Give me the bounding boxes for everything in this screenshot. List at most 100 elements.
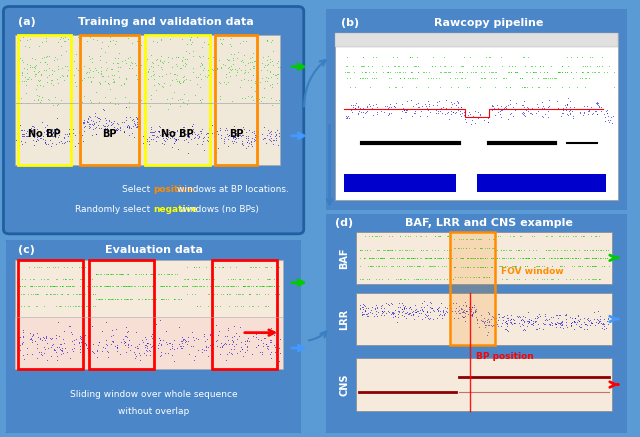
Point xyxy=(124,283,134,290)
Point xyxy=(576,276,586,283)
Point xyxy=(19,64,29,71)
Point xyxy=(13,52,24,59)
Point xyxy=(34,349,44,356)
Point xyxy=(435,63,445,70)
Point xyxy=(587,319,597,326)
Point xyxy=(187,283,197,290)
Point xyxy=(582,254,593,261)
Point xyxy=(76,335,86,342)
Point xyxy=(427,63,437,70)
Point xyxy=(84,66,95,73)
Point xyxy=(591,98,602,105)
Point xyxy=(46,283,56,290)
Point xyxy=(220,133,230,140)
Point xyxy=(206,346,216,353)
Point xyxy=(259,340,269,347)
Point xyxy=(357,301,367,308)
Point xyxy=(480,323,490,330)
Point xyxy=(182,41,193,48)
Point xyxy=(227,283,237,290)
Point xyxy=(141,136,152,143)
Point xyxy=(108,79,118,86)
Point xyxy=(348,103,358,110)
Point xyxy=(169,357,179,364)
Point xyxy=(271,302,281,309)
Point xyxy=(566,323,576,329)
Point xyxy=(129,133,139,140)
Point xyxy=(92,118,102,125)
Point xyxy=(228,135,238,142)
Point xyxy=(392,263,402,270)
Point xyxy=(123,283,133,290)
Point xyxy=(140,343,150,350)
Point xyxy=(580,320,590,327)
Point xyxy=(600,254,611,261)
Point xyxy=(466,235,476,242)
Point xyxy=(415,254,425,261)
Point xyxy=(130,354,140,361)
Point xyxy=(447,254,457,261)
Point xyxy=(202,283,212,290)
Point xyxy=(483,112,493,119)
Point xyxy=(198,330,209,337)
Point xyxy=(271,290,282,297)
Point xyxy=(609,84,620,91)
Point xyxy=(263,75,273,82)
Point xyxy=(148,131,159,138)
Point xyxy=(554,69,564,76)
Point xyxy=(398,308,408,315)
Point xyxy=(386,74,396,81)
Point xyxy=(242,139,252,146)
Point xyxy=(37,283,47,290)
Point xyxy=(384,74,394,81)
Point xyxy=(229,138,239,145)
Point xyxy=(33,283,44,290)
Point xyxy=(561,318,571,325)
Point xyxy=(196,76,207,83)
Point xyxy=(60,139,70,146)
Point xyxy=(198,276,208,283)
Point xyxy=(243,69,253,76)
Point xyxy=(379,254,389,261)
Point xyxy=(424,316,434,323)
Point xyxy=(591,315,602,322)
Point xyxy=(475,254,485,261)
Point xyxy=(568,232,578,239)
Point xyxy=(375,254,385,261)
Point xyxy=(522,104,532,111)
Point xyxy=(150,296,161,303)
Point xyxy=(214,302,225,309)
Point xyxy=(452,74,462,81)
Point xyxy=(97,296,108,303)
Point xyxy=(110,94,120,101)
Point xyxy=(84,120,94,127)
Point xyxy=(25,329,35,336)
Point xyxy=(199,38,209,45)
Point xyxy=(188,125,198,132)
Point xyxy=(589,69,599,76)
Point xyxy=(230,66,240,73)
Point xyxy=(582,246,592,253)
Point xyxy=(490,263,500,270)
Point xyxy=(76,35,86,42)
Point xyxy=(442,246,452,253)
Point xyxy=(241,135,251,142)
Point xyxy=(76,76,86,83)
Point xyxy=(566,53,576,60)
Point xyxy=(427,246,437,253)
Point xyxy=(219,139,229,146)
Point xyxy=(445,263,455,270)
Point xyxy=(22,100,32,107)
Point xyxy=(269,137,279,144)
Point xyxy=(170,140,180,147)
Point xyxy=(431,254,442,261)
Point xyxy=(87,132,97,139)
Point xyxy=(436,312,447,319)
Point xyxy=(102,283,113,290)
Point xyxy=(208,276,218,283)
Point xyxy=(417,308,428,315)
Point xyxy=(372,305,382,312)
Point xyxy=(156,35,166,42)
Point xyxy=(21,77,31,84)
Point xyxy=(356,109,366,116)
